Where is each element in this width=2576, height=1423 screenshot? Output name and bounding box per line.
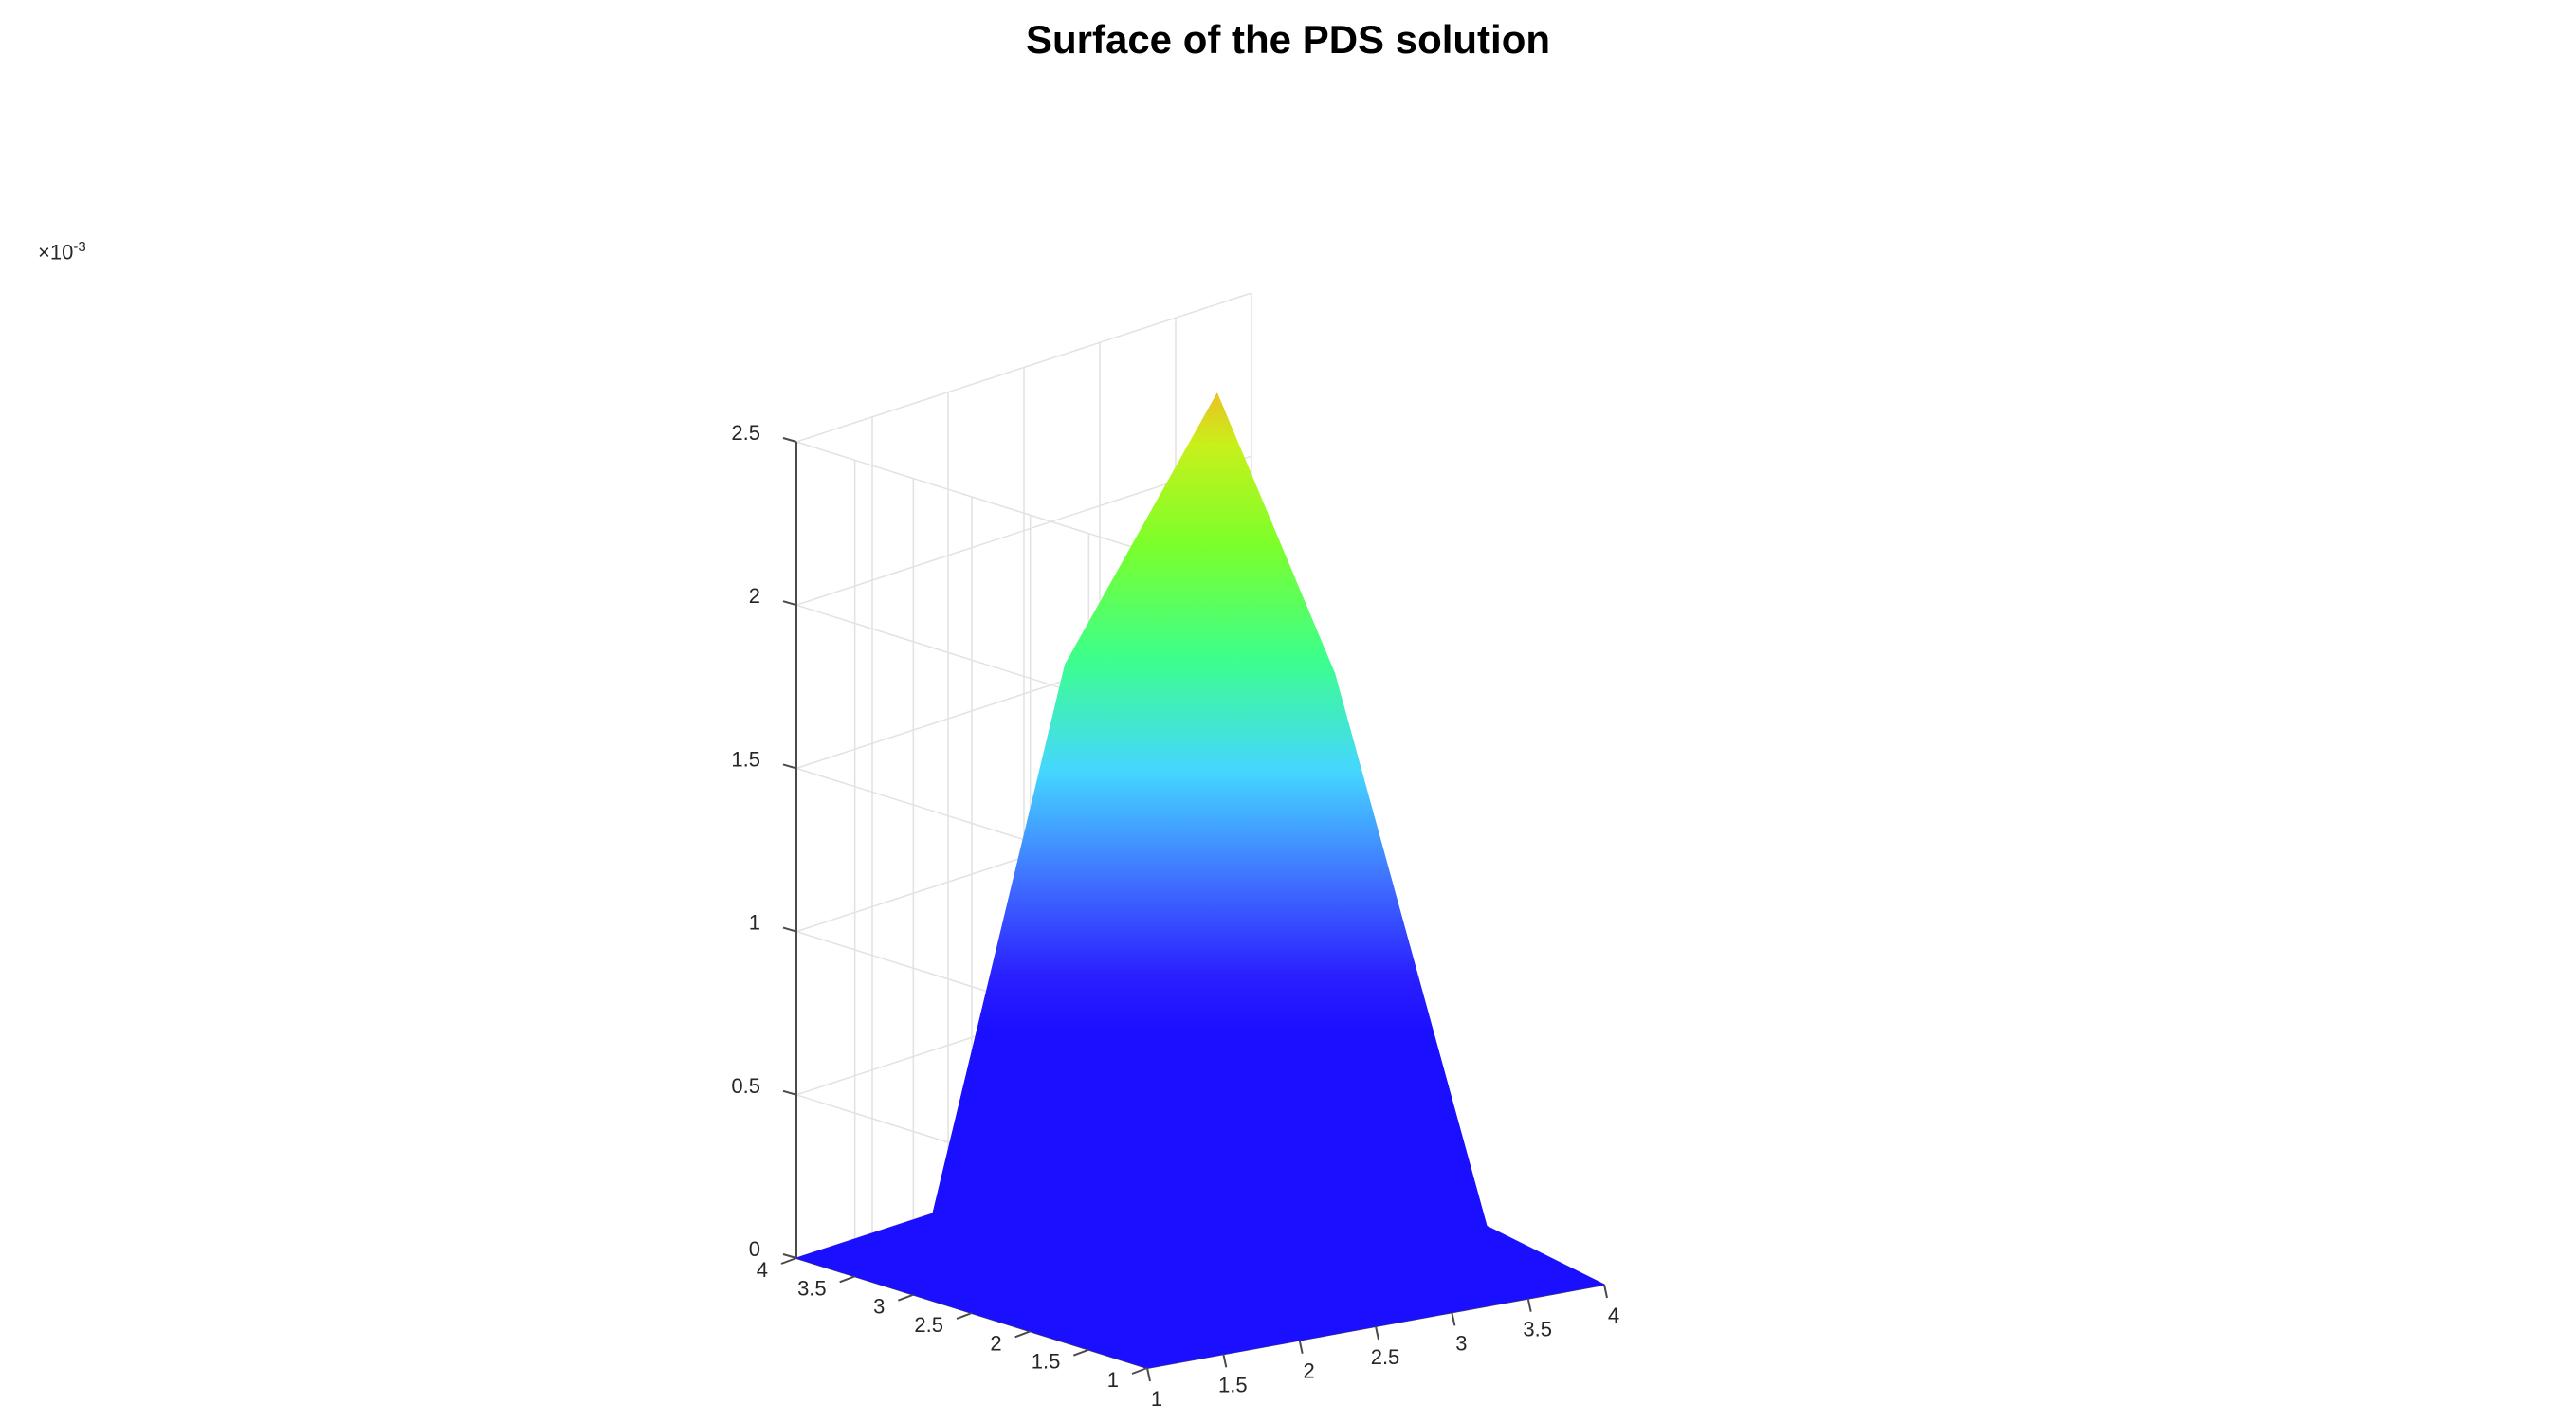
y-tick-mark bbox=[897, 1293, 914, 1302]
z-tick-label: 1 bbox=[749, 911, 760, 935]
surface-patch bbox=[1030, 903, 1183, 1369]
z-tick-label: 0 bbox=[749, 1237, 760, 1261]
x-tick-label: 4 bbox=[1608, 1304, 1619, 1327]
x-tick-mark bbox=[1526, 1298, 1532, 1312]
x-tick-mark bbox=[1375, 1325, 1379, 1341]
y-tick-label: 4 bbox=[757, 1258, 768, 1282]
x-tick-label: 2.5 bbox=[1371, 1345, 1400, 1369]
y-tick-label: 1.5 bbox=[1032, 1350, 1061, 1374]
z-tick-mark bbox=[782, 926, 797, 933]
y-tick-label: 2 bbox=[990, 1331, 1001, 1355]
x-tick-label: 2 bbox=[1304, 1359, 1315, 1383]
z-axis-exponent: ×10-3 bbox=[38, 239, 86, 265]
y-tick-mark bbox=[839, 1275, 856, 1284]
y-tick-label: 3.5 bbox=[797, 1276, 827, 1300]
x-tick-label: 3.5 bbox=[1523, 1318, 1552, 1341]
z-tick-mark bbox=[782, 763, 797, 770]
y-tick-label: 3 bbox=[873, 1295, 885, 1319]
z-tick-label: 2.5 bbox=[731, 421, 760, 445]
x-tick-label: 1.5 bbox=[1218, 1373, 1248, 1396]
z-exponent-power: -3 bbox=[73, 239, 86, 255]
y-tick-mark bbox=[1014, 1330, 1032, 1339]
z-tick-mark bbox=[782, 1089, 797, 1096]
y-tick-mark bbox=[956, 1312, 973, 1320]
x-tick-mark bbox=[1298, 1340, 1304, 1354]
x-tick-label: 1 bbox=[1151, 1387, 1162, 1411]
x-tick-mark bbox=[1451, 1312, 1456, 1326]
z-tick-mark bbox=[782, 437, 797, 443]
y-tick-mark bbox=[1072, 1348, 1089, 1357]
x-tick-mark bbox=[1146, 1367, 1151, 1382]
chart-title: Surface of the PDS solution bbox=[1025, 17, 1551, 62]
y-tick-label: 2.5 bbox=[914, 1313, 943, 1337]
grid-line bbox=[795, 292, 1252, 443]
z-tick-mark bbox=[782, 600, 797, 607]
z-exponent-base: ×10 bbox=[38, 240, 74, 265]
z-tick-mark bbox=[782, 1253, 797, 1259]
grid-line bbox=[795, 441, 1148, 553]
z-tick-label: 2 bbox=[749, 584, 760, 608]
x-tick-label: 3 bbox=[1455, 1331, 1467, 1355]
z-tick-label: 1.5 bbox=[731, 747, 760, 771]
z-tick-label: 0.5 bbox=[731, 1074, 760, 1098]
y-tick-label: 1 bbox=[1107, 1368, 1119, 1392]
x-tick-mark bbox=[1222, 1354, 1228, 1368]
y-tick-mark bbox=[780, 1257, 797, 1265]
y-tick-mark bbox=[1131, 1367, 1148, 1375]
x-tick-mark bbox=[1603, 1284, 1608, 1299]
